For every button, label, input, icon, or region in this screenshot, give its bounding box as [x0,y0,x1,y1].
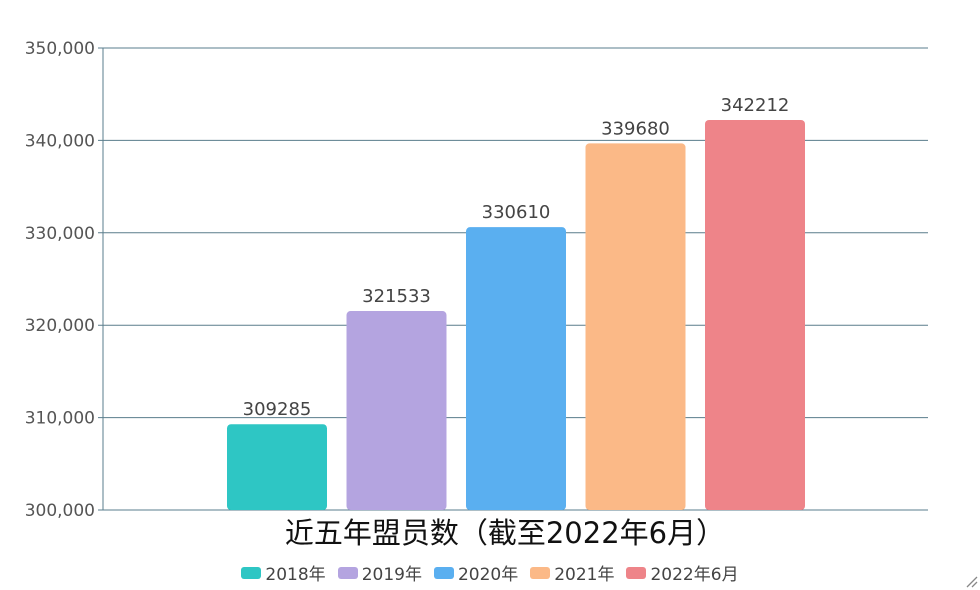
y-tick-label: 300,000 [25,501,95,521]
data-label: 339680 [601,118,670,139]
data-label: 330610 [482,202,551,223]
legend-swatch [433,566,454,579]
y-tick-label: 320,000 [25,316,95,336]
legend-label: 2019年 [361,565,422,585]
y-tick-label: 350,000 [25,39,95,59]
y-tick-label: 310,000 [25,409,95,429]
bar [227,424,327,510]
legend-item[interactable]: 2020年 [433,560,519,585]
data-label: 342212 [721,95,790,116]
legend-swatch [626,566,647,579]
resize-handle-icon [966,576,978,588]
legend-label: 2020年 [457,565,519,585]
legend-label: 2021年 [554,565,615,585]
legend-item[interactable]: 2019年 [337,560,422,585]
legend: 2018年 2019年 2020年 2021年 2022年6月 [0,560,980,585]
bar [346,311,447,510]
bar [705,119,805,510]
chart-title: 近五年盟员数（截至2022年6月） [284,516,726,550]
legend-swatch [530,566,551,579]
legend-label: 2018年 [265,565,326,585]
bar [466,227,566,510]
legend-item[interactable]: 2021年 [530,560,614,585]
data-label: 321533 [362,286,431,307]
y-tick-label: 330,000 [25,224,95,244]
legend-item[interactable]: 2022年6月 [626,560,739,585]
data-label: 309285 [243,399,312,420]
legend-label: 2022年6月 [650,565,739,585]
legend-item[interactable]: 2018年 [241,560,326,585]
bar [585,143,686,510]
legend-swatch [337,566,358,579]
legend-swatch [241,566,262,579]
y-tick-label: 340,000 [25,131,95,151]
